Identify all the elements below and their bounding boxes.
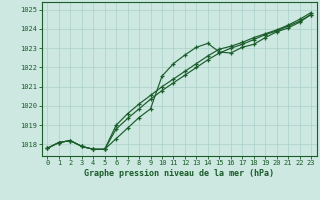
X-axis label: Graphe pression niveau de la mer (hPa): Graphe pression niveau de la mer (hPa): [84, 169, 274, 178]
